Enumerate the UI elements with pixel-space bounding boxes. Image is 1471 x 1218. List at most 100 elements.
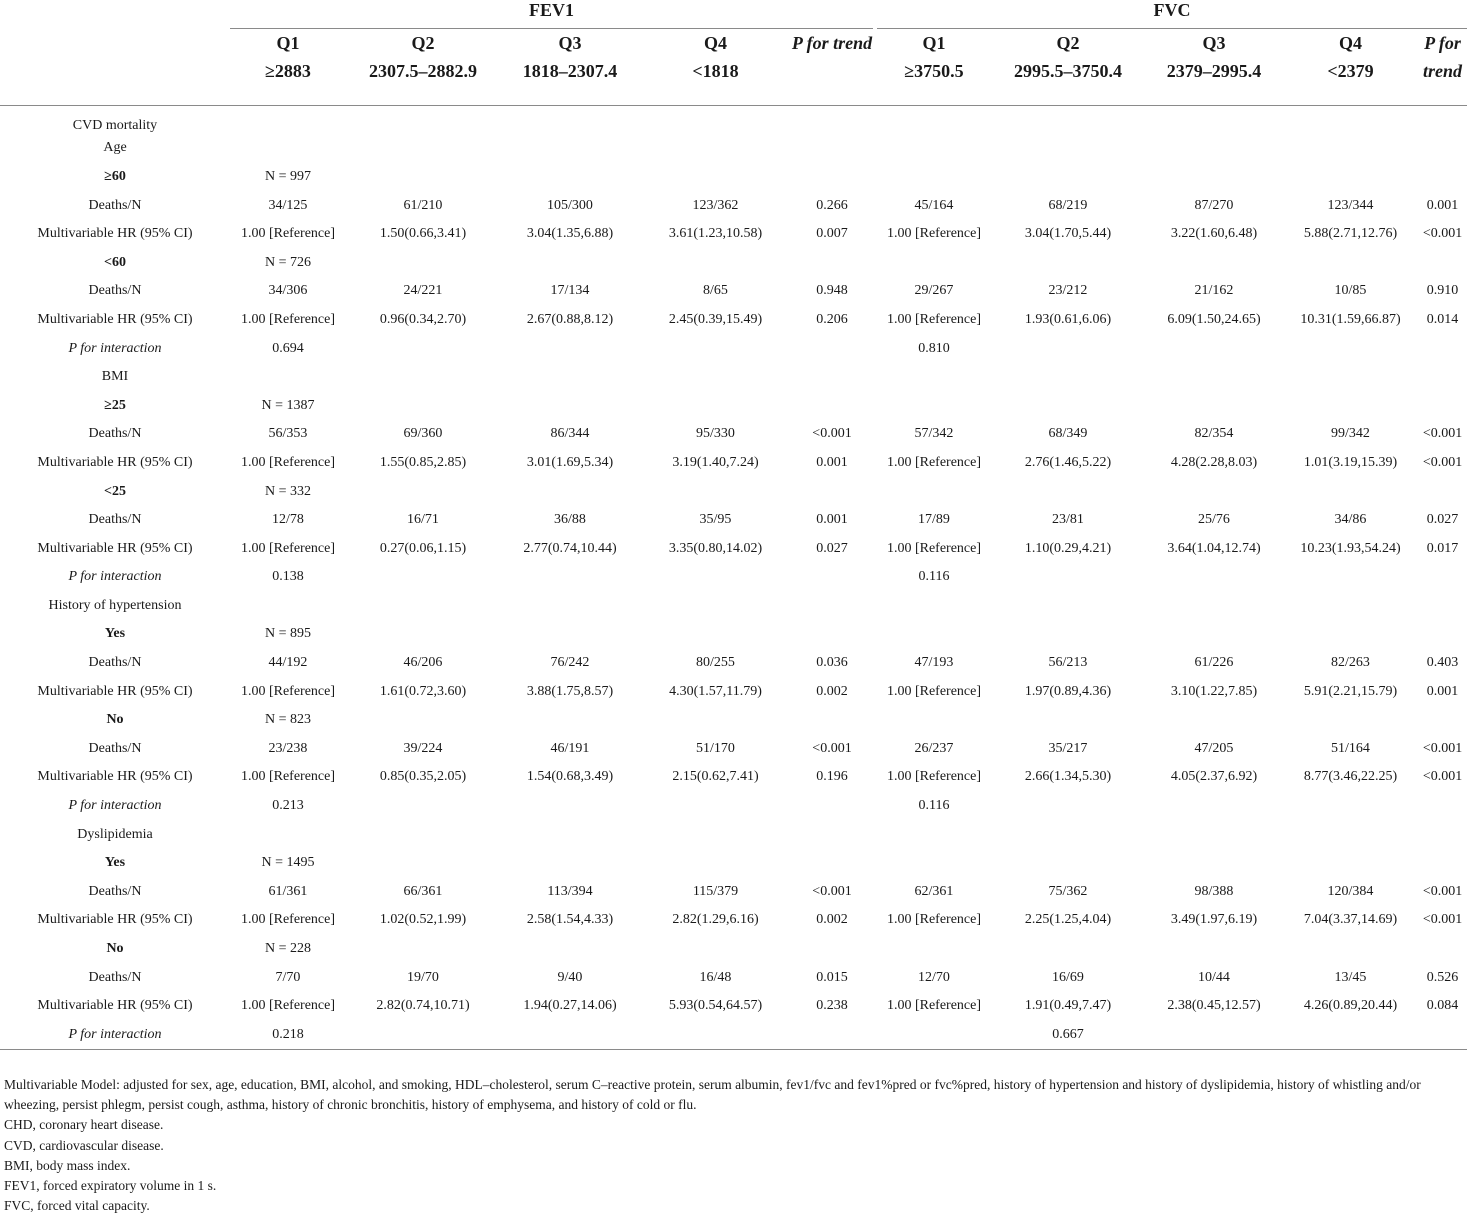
row-label: <60 — [104, 254, 126, 270]
table-cell: 1.10(0.29,4.21) — [1024, 540, 1112, 556]
subgroup-n: N = 823 — [264, 712, 311, 728]
col-header-fvc-ptrend: P for trend — [1418, 28, 1468, 106]
col-header-fvc-q4: Q4 <2379 — [1283, 28, 1418, 106]
table-cell: 4.30(1.57,11.79) — [669, 683, 762, 699]
header-label-blank — [0, 28, 230, 106]
table-header: FEV1 FVC Q1 ≥2883 Q2 2307.5–2882.9 Q3 1818–… — [0, 0, 1468, 106]
row-label: Deaths/N — [88, 655, 142, 671]
table-cell: 44/192 — [268, 655, 308, 671]
table-cell: 68/219 — [1048, 197, 1088, 213]
table-row: Deaths/N 56/353 69/360 86/344 95/330 <0.001 57… — [0, 420, 1467, 449]
table-cell: 2.58(1.54,4.33) — [526, 912, 614, 928]
table-cell: 0.238 — [816, 998, 848, 1014]
col-header-fev1-q2: Q2 2307.5–2882.9 — [346, 28, 500, 106]
table-cell: 1.00 [Reference] — [886, 226, 982, 242]
row-label: Multivariable HR (95% CI) — [37, 311, 193, 327]
table-cell: 0.206 — [816, 311, 848, 327]
table-cell: 0.007 — [816, 226, 848, 242]
interaction-fev1: 0.213 — [272, 798, 304, 814]
table-cell: 1.61(0.72,3.60) — [379, 683, 467, 699]
table-cell: 115/379 — [692, 883, 739, 899]
table-cell: 51/164 — [1331, 740, 1370, 756]
table-cell: 87/270 — [1194, 197, 1234, 213]
table-cell: 10/44 — [1198, 969, 1230, 985]
table-cell: 56/353 — [268, 426, 308, 442]
section-row: History of hypertension — [0, 592, 1467, 621]
table-cell: 17/89 — [918, 512, 950, 528]
table-cell: 2.45(0.39,15.49) — [668, 311, 763, 327]
table-cell: 1.00 [Reference] — [240, 912, 336, 928]
table-cell: 19/70 — [407, 969, 439, 985]
table-cell: 6.09(1.50,24.65) — [1167, 311, 1261, 327]
table-cell: 2.25(1.25,4.04) — [1024, 912, 1112, 928]
table-cell: 0.526 — [1426, 969, 1459, 985]
table-cell: 61/226 — [1194, 655, 1234, 671]
footnote: FEV1, forced expiratory volume in 1 s. — [4, 1178, 217, 1194]
table-cell: 1.01(3.19,15.39) — [1303, 454, 1398, 470]
table-cell: 0.027 — [816, 540, 848, 556]
subgroup-n: N = 332 — [264, 483, 311, 499]
table-cell: 2.67(0.88,8.12) — [526, 311, 614, 327]
row-label: Multivariable HR (95% CI) — [37, 226, 193, 242]
row-label: Deaths/N — [88, 426, 142, 442]
row-label: P for interaction — [68, 798, 162, 814]
table-cell: 61/210 — [403, 197, 443, 213]
table-cell: 24/221 — [403, 283, 443, 299]
table-cell: 46/206 — [403, 655, 443, 671]
table-cell: 16/69 — [1052, 969, 1084, 985]
table-cell: 95/330 — [696, 426, 735, 442]
table-cell: 0.015 — [816, 969, 848, 985]
section-row: BMI — [0, 363, 1467, 392]
table-cell: 1.55(0.85,2.85) — [379, 454, 467, 470]
col-header-fev1-q1: Q1 ≥2883 — [230, 28, 346, 106]
table-cell: 4.28(2.28,8.03) — [1170, 454, 1258, 470]
table-cell: 0.017 — [1426, 540, 1459, 556]
table-cell: 13/45 — [1334, 969, 1367, 985]
table-cell: 2.82(0.74,10.71) — [376, 998, 470, 1014]
table-cell: 68/349 — [1048, 426, 1088, 442]
table-row: Multivariable HR (95% CI) 1.00 [Reference… — [0, 449, 1467, 478]
table-cell: 2.77(0.74,10.44) — [523, 540, 617, 556]
subgroup-n: N = 997 — [264, 168, 311, 184]
footnote: CHD, coronary heart disease. — [4, 1117, 164, 1133]
row-label: Yes — [104, 626, 126, 642]
table-cell: 0.084 — [1426, 998, 1459, 1014]
table-cell: 0.002 — [816, 912, 848, 928]
table-cell: 0.001 — [816, 512, 848, 528]
subgroup-n: N = 228 — [264, 941, 311, 957]
row-label: Deaths/N — [88, 740, 142, 756]
table-cell: 57/342 — [914, 426, 954, 442]
table-cell: 35/95 — [699, 512, 732, 528]
table-cell: 0.001 — [1426, 683, 1459, 699]
table-cell: 0.403 — [1426, 655, 1459, 671]
row-label: ≥25 — [104, 397, 126, 413]
table-cell: 1.00 [Reference] — [240, 454, 336, 470]
table-cell: 1.00 [Reference] — [240, 226, 336, 242]
subgroup-row: ≥60 N = 997 — [0, 163, 1467, 192]
col-header-fev1-q4: Q4 <1818 — [640, 28, 791, 106]
header-blank — [0, 0, 230, 29]
table-cell: 82/263 — [1331, 655, 1370, 671]
table-cell: <0.001 — [1422, 740, 1463, 756]
table-cell: 1.91(0.49,7.47) — [1024, 998, 1112, 1014]
table-cell: 29/267 — [914, 283, 954, 299]
table-row: Multivariable HR (95% CI) 1.00 [Reference… — [0, 992, 1467, 1021]
section-row: Dyslipidemia — [0, 820, 1467, 849]
footnote: FVC, forced vital capacity. — [4, 1198, 150, 1214]
table-cell: 47/193 — [914, 655, 954, 671]
subgroup-n: N = 895 — [264, 626, 311, 642]
table-cell: 16/71 — [407, 512, 439, 528]
table-cell: 35/217 — [1048, 740, 1088, 756]
table-cell: 0.001 — [816, 454, 848, 470]
row-label: ≥60 — [104, 168, 126, 184]
table-cell: 7.04(3.37,14.69) — [1303, 912, 1398, 928]
table-cell: 5.93(0.54,64.57) — [668, 998, 763, 1014]
table-cell: 1.50(0.66,3.41) — [379, 226, 467, 242]
row-label: P for interaction — [68, 569, 162, 585]
subgroup-n: N = 1387 — [261, 397, 315, 413]
table-cell: 3.35(0.80,14.02) — [668, 540, 763, 556]
table-row: Multivariable HR (95% CI) 1.00 [Reference… — [0, 677, 1467, 706]
row-label: <25 — [104, 483, 126, 499]
table-cell: 4.26(0.89,20.44) — [1303, 998, 1398, 1014]
table-cell: 10/85 — [1334, 283, 1367, 299]
